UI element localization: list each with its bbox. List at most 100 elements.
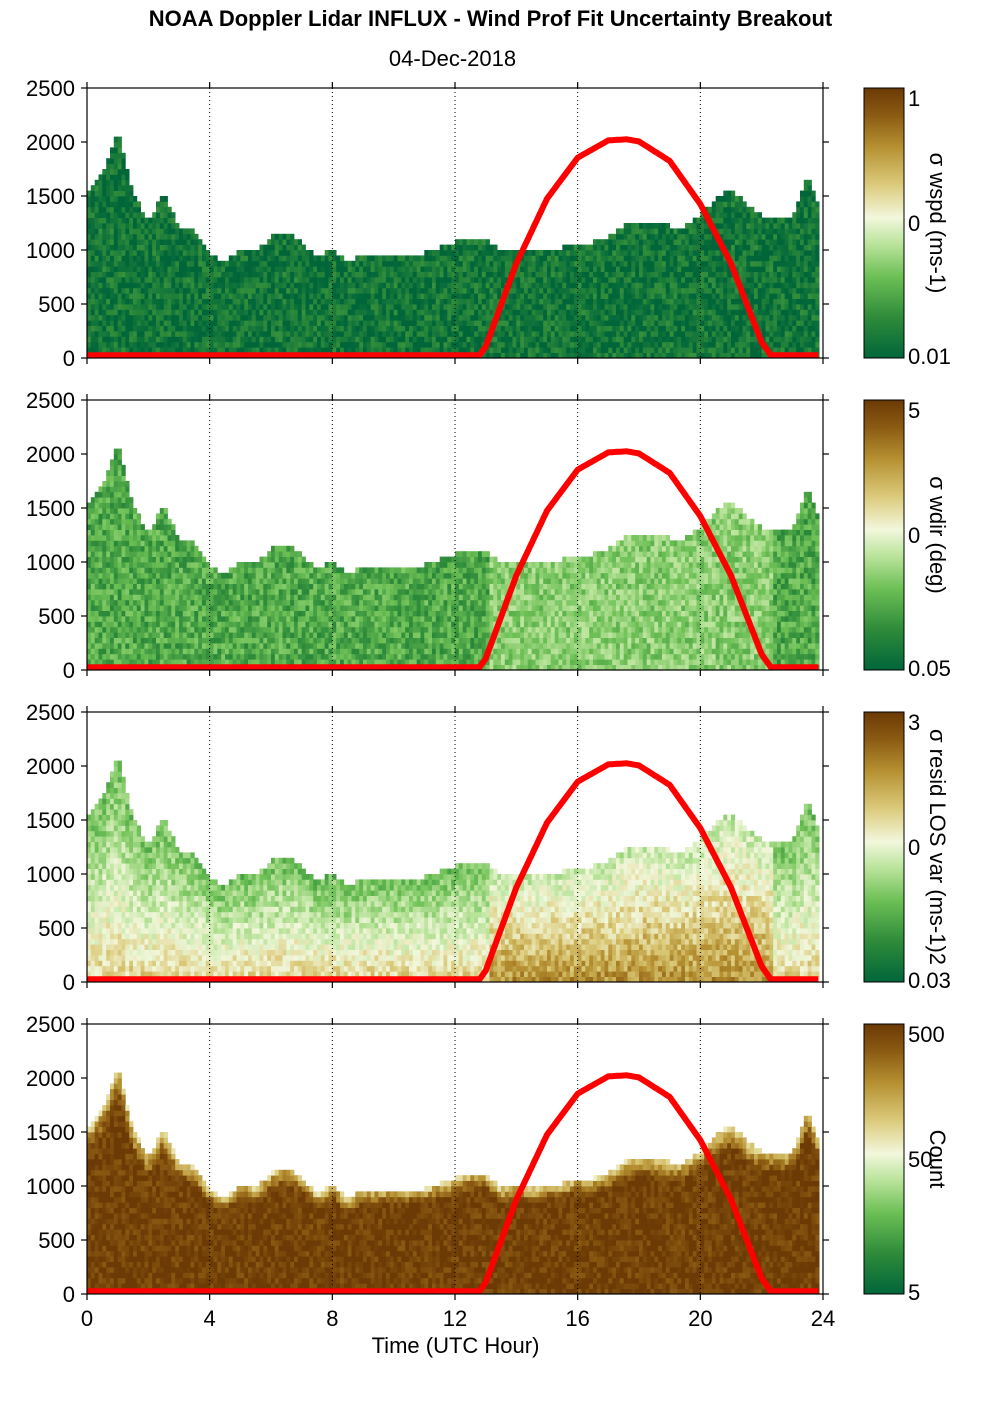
heatmap-cell <box>98 659 103 665</box>
heatmap-cell <box>734 341 739 348</box>
heatmap-cell <box>734 223 739 229</box>
heatmap-cell <box>125 298 130 305</box>
heatmap-cell <box>121 244 126 251</box>
heatmap-cell <box>715 250 720 256</box>
heatmap-cell <box>148 293 153 299</box>
heatmap-cell <box>646 352 651 359</box>
heatmap-cell <box>156 244 161 251</box>
heatmap-cell <box>106 293 111 299</box>
heatmap-cell <box>662 352 667 359</box>
heatmap-cell <box>328 314 333 321</box>
heatmap-cell <box>87 304 92 310</box>
heatmap-cell <box>121 331 126 337</box>
heatmap-cell <box>416 320 421 326</box>
heatmap-cell <box>531 336 536 343</box>
heatmap-cell <box>113 347 118 353</box>
heatmap-cell <box>340 298 345 305</box>
heatmap-cell <box>190 287 195 294</box>
heatmap-cell <box>251 260 256 267</box>
heatmap-cell <box>539 277 544 283</box>
heatmap-cell <box>148 260 153 267</box>
heatmap-cell <box>301 260 306 267</box>
heatmap-cell <box>754 309 759 316</box>
heatmap-cell <box>121 223 126 229</box>
heatmap-cell <box>98 508 103 514</box>
heatmap-cell <box>359 309 364 316</box>
heatmap-cell <box>727 304 732 310</box>
heatmap-cell <box>125 228 130 235</box>
heatmap-cell <box>221 298 226 305</box>
heatmap-cell <box>742 314 747 321</box>
heatmap-cell <box>573 260 578 267</box>
heatmap-cell <box>263 331 268 337</box>
heatmap-cell <box>106 648 111 655</box>
heatmap-cell <box>113 320 118 326</box>
heatmap-cell <box>757 304 762 310</box>
heatmap-cell <box>297 239 302 245</box>
heatmap-cell <box>274 233 279 240</box>
heatmap-cell <box>443 314 448 321</box>
heatmap-cell <box>562 287 567 294</box>
heatmap-cell <box>554 250 559 256</box>
heatmap-cell <box>144 266 149 272</box>
heatmap-cell <box>777 287 782 294</box>
heatmap-cell <box>416 341 421 348</box>
heatmap-cell <box>110 282 115 289</box>
heatmap-cell <box>757 298 762 305</box>
heatmap-cell <box>102 271 107 278</box>
heatmap-cell <box>704 282 709 289</box>
heatmap-cell <box>807 212 812 218</box>
heatmap-cell <box>711 201 716 208</box>
heatmap-cell <box>228 347 233 353</box>
heatmap-cell <box>94 578 99 584</box>
heatmap-cell <box>297 293 302 299</box>
heatmap-cell <box>742 244 747 251</box>
heatmap-cell <box>297 260 302 267</box>
heatmap-cell <box>451 293 456 299</box>
heatmap-cell <box>274 266 279 272</box>
heatmap-cell <box>596 347 601 353</box>
heatmap-cell <box>773 287 778 294</box>
heatmap-cell <box>554 298 559 305</box>
heatmap-cell <box>286 314 291 321</box>
heatmap-cell <box>650 223 655 229</box>
heatmap-cell <box>731 298 736 305</box>
heatmap-cell <box>547 260 552 267</box>
heatmap-cell <box>738 239 743 245</box>
heatmap-cell <box>102 610 107 617</box>
heatmap-cell <box>98 179 103 186</box>
heatmap-cell <box>420 341 425 348</box>
heatmap-cell <box>267 260 272 267</box>
heatmap-cell <box>110 320 115 326</box>
heatmap-cell <box>343 266 348 272</box>
heatmap-cell <box>635 309 640 316</box>
heatmap-cell <box>719 201 724 208</box>
heatmap-cell <box>581 352 586 359</box>
heatmap-cell <box>447 320 452 326</box>
heatmap-cell <box>639 314 644 321</box>
heatmap-cell <box>336 336 341 343</box>
heatmap-cell <box>248 341 253 348</box>
heatmap-cell <box>527 347 532 353</box>
heatmap-cell <box>110 610 115 617</box>
heatmap-cell <box>90 185 95 191</box>
heatmap-cell <box>179 331 184 337</box>
heatmap-cell <box>343 325 348 332</box>
heatmap-cell <box>144 320 149 326</box>
heatmap-cell <box>700 223 705 229</box>
heatmap-cell <box>117 223 122 229</box>
heatmap-cell <box>761 244 766 251</box>
heatmap-cell <box>734 304 739 310</box>
heatmap-cell <box>439 287 444 294</box>
heatmap-cell <box>616 309 621 316</box>
heatmap-cell <box>152 233 157 240</box>
heatmap-cell <box>696 233 701 240</box>
heatmap-cell <box>734 212 739 218</box>
heatmap-cell <box>439 282 444 289</box>
heatmap-cell <box>110 244 115 251</box>
heatmap-cell <box>309 304 314 310</box>
heatmap-cell <box>163 331 168 337</box>
heatmap-cell <box>539 271 544 278</box>
heatmap-cell <box>98 206 103 213</box>
heatmap-cell <box>700 244 705 251</box>
